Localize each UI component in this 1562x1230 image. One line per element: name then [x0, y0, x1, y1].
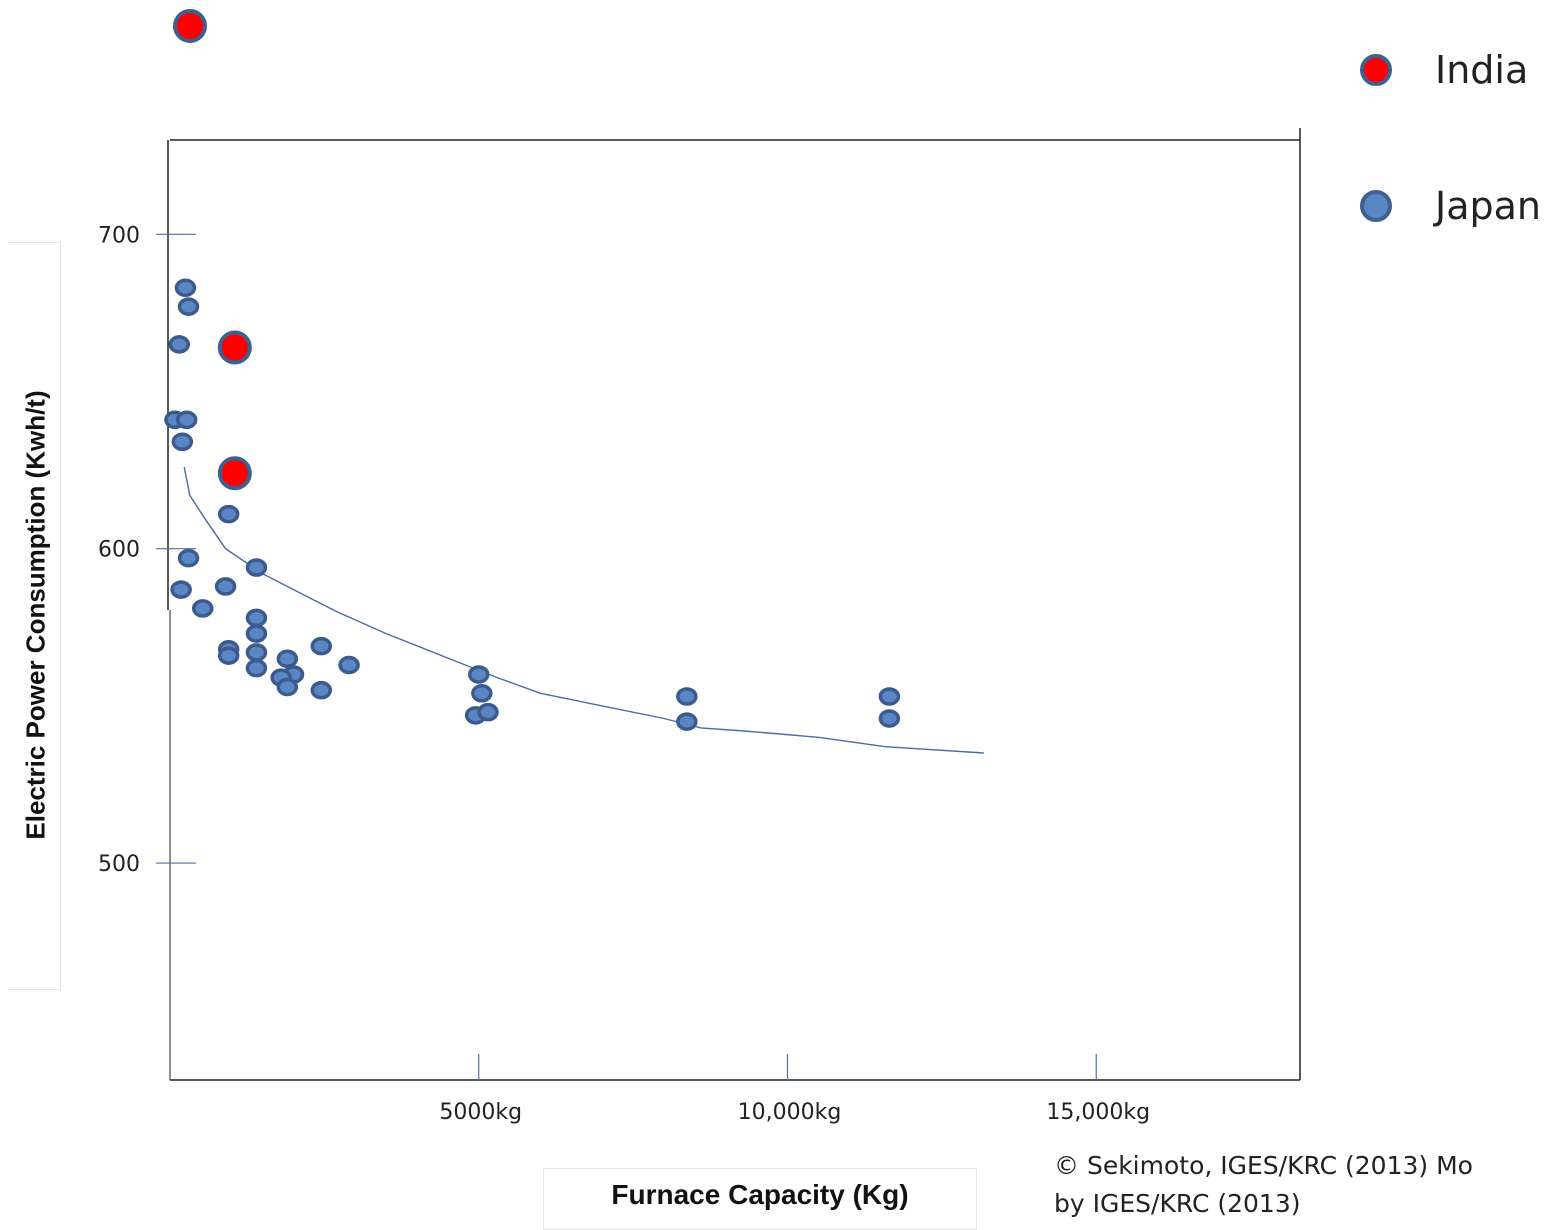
plot-frame: [167, 128, 1301, 1081]
data-point-japan: [217, 504, 240, 524]
data-point-india-marker: [173, 9, 207, 43]
x-axis-label: Furnace Capacity (Kg): [611, 1179, 909, 1210]
y-axis-label: Electric Power Consumption (Kwh/t): [20, 390, 51, 840]
data-point-japan: [245, 643, 268, 662]
data-point-japan: [338, 655, 360, 675]
data-point-japan: [191, 599, 214, 618]
data-point-india: [217, 456, 252, 491]
legend-label-india: India: [1435, 48, 1529, 92]
trendline-layer: [183, 466, 984, 754]
data-point-japan: [174, 278, 197, 298]
y-tick-label: 500: [98, 852, 140, 877]
data-point-japan: [170, 580, 192, 599]
data-point-japan: [245, 558, 268, 577]
points-layer: [164, 9, 901, 731]
data-point-japan: [310, 636, 333, 656]
copyright-note: © Sekimoto, IGES/KRC (2013) Mo by IGES/K…: [1054, 1147, 1562, 1223]
data-point-japan: [214, 577, 237, 596]
data-point-japan: [471, 684, 493, 703]
data-point-japan: [878, 687, 901, 706]
legend-label-japan: Japan: [1435, 184, 1541, 228]
ticks-layer: 500 600 700 5000kg 10,000kg 15,000kg: [98, 223, 1150, 1125]
data-point-japan: [245, 624, 268, 643]
legend-marker-india: [1360, 54, 1392, 86]
x-axis-label-box: Furnace Capacity (Kg): [543, 1168, 977, 1230]
data-point-japan: [177, 297, 200, 316]
x-tick-label: 15,000kg: [1046, 1100, 1150, 1125]
data-point-japan: [878, 709, 901, 728]
copyright-line-2: by IGES/KRC (2013): [1054, 1189, 1301, 1218]
legend-item-japan: Japan: [1360, 184, 1541, 228]
data-point-japan: [175, 410, 198, 430]
x-tick-label: 10,000kg: [738, 1100, 842, 1125]
data-point-japan: [217, 646, 240, 665]
data-point-japan: [276, 649, 299, 668]
legend-item-india: India: [1360, 48, 1528, 92]
data-point-india: [217, 330, 252, 365]
y-axis-label-box: [8, 242, 61, 990]
data-point-japan: [168, 335, 191, 354]
data-point-japan: [676, 712, 698, 731]
data-point-japan: [245, 608, 268, 628]
data-point-japan: [477, 702, 499, 722]
data-point-japan: [245, 658, 268, 678]
data-point-japan: [310, 680, 333, 700]
copyright-line-1: © Sekimoto, IGES/KRC (2013) Mo: [1054, 1151, 1473, 1180]
data-point-japan: [177, 548, 200, 568]
data-point-japan: [467, 665, 490, 684]
trendline: [183, 466, 984, 754]
data-point-japan: [171, 432, 194, 452]
x-tick-label: 5000kg: [439, 1100, 522, 1125]
data-point-japan: [676, 687, 698, 706]
data-point-japan: [276, 677, 299, 697]
y-tick-label: 700: [98, 223, 140, 248]
y-tick-label: 600: [98, 538, 140, 563]
legend-marker-japan: [1360, 190, 1392, 222]
